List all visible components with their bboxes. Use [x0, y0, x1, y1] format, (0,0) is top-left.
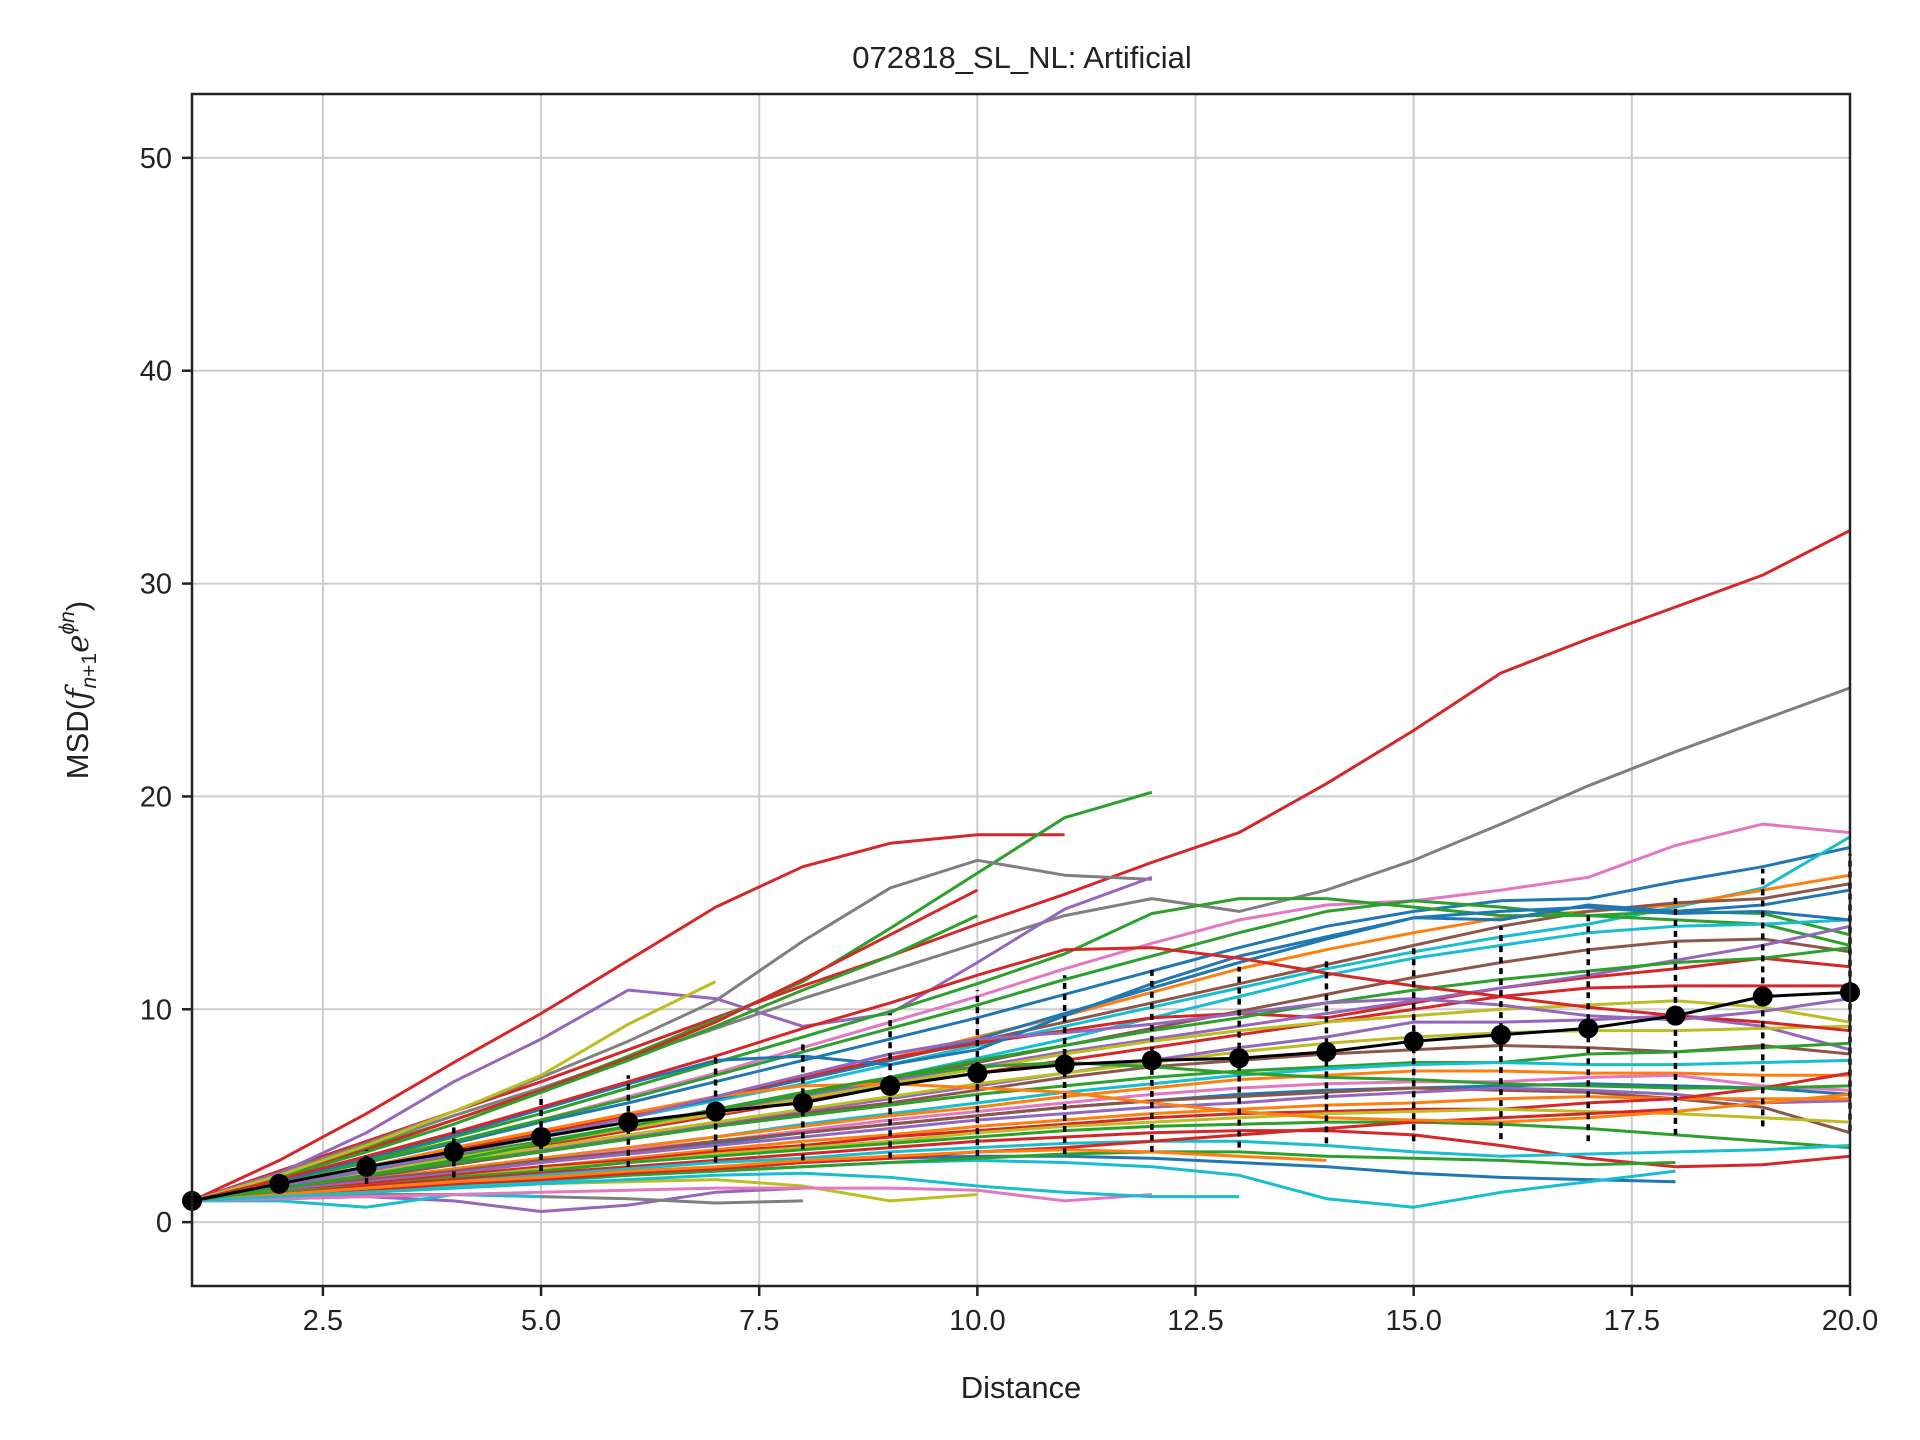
mean-point	[1054, 1054, 1075, 1075]
series-line-50	[192, 1186, 1153, 1203]
x-tick-label: 12.5	[1167, 1305, 1223, 1337]
mean-point	[1316, 1041, 1337, 1062]
series-line-54	[192, 1082, 1850, 1203]
mean-point	[967, 1063, 988, 1084]
x-tick-label: 7.5	[739, 1305, 779, 1337]
chart-title: 072818_SL_NL: Artificial	[852, 40, 1192, 75]
series-lines	[192, 529, 1850, 1213]
y-tick-label: 40	[140, 356, 172, 388]
mean-line	[191, 990, 1851, 1203]
axis-ticks: 2.5 5.0 7.5 10.0 12.5 15.0 17.5 20.0 0 10 20 30 40 50	[140, 143, 1878, 1337]
mean-point	[1490, 1024, 1511, 1045]
series-line-38	[192, 1120, 1850, 1203]
mean-point	[1403, 1031, 1424, 1052]
mean-point	[1229, 1048, 1250, 1069]
x-axis-label: Distance	[961, 1370, 1082, 1405]
series-line-1	[192, 833, 1065, 1203]
mean-point	[792, 1092, 813, 1113]
mean-point	[531, 1127, 552, 1147]
x-tick-label: 2.5	[303, 1305, 343, 1337]
y-axis-label: MSD(fn+1eϕn)	[56, 601, 101, 779]
series-line-51	[192, 1171, 1240, 1203]
series-line-33	[192, 1086, 1850, 1203]
mean-point	[269, 1173, 290, 1194]
mean-point	[356, 1156, 377, 1177]
series-line-11	[192, 846, 1850, 1203]
mean-point	[618, 1112, 639, 1133]
x-tick-label: 20.0	[1822, 1305, 1878, 1337]
mean-point	[1141, 1050, 1162, 1071]
y-tick-label: 30	[140, 569, 172, 601]
mean-point	[1578, 1018, 1599, 1039]
y-tick-label: 20	[140, 781, 172, 813]
series-line-3	[192, 686, 1850, 1203]
series-line-39	[192, 1129, 1850, 1203]
series-line-30	[192, 1069, 1850, 1203]
y-tick-label: 10	[140, 994, 172, 1026]
x-tick-label: 5.0	[521, 1305, 561, 1337]
x-tick-label: 10.0	[949, 1305, 1005, 1337]
series-line-6	[192, 875, 1153, 1203]
series-line-49	[192, 1148, 1327, 1203]
y-tick-label: 0	[156, 1207, 172, 1239]
mean-point	[880, 1075, 901, 1096]
series-line-36	[192, 1071, 1850, 1203]
series-line-55	[192, 997, 1850, 1203]
series-line-22	[192, 946, 1850, 1203]
mean-point	[1752, 986, 1773, 1007]
series-line-56	[192, 1061, 1850, 1203]
plot-frame	[190, 92, 1852, 1288]
series-line-52	[192, 905, 1850, 1203]
mean-point	[443, 1141, 464, 1162]
series-line-8	[192, 914, 979, 1203]
series-line-5	[192, 858, 1152, 1203]
mean-point	[1665, 1005, 1686, 1026]
series-line-16	[192, 897, 1850, 1203]
mean-point	[705, 1101, 726, 1122]
series-line-34	[192, 1086, 1850, 1203]
x-tick-label: 17.5	[1604, 1305, 1660, 1337]
series-line-27	[192, 1044, 1850, 1203]
x-tick-label: 15.0	[1385, 1305, 1441, 1337]
series-line-2	[192, 529, 1850, 1203]
grid-lines	[192, 94, 1851, 1286]
series-line-53	[192, 946, 1850, 1203]
y-tick-label: 50	[140, 143, 172, 175]
